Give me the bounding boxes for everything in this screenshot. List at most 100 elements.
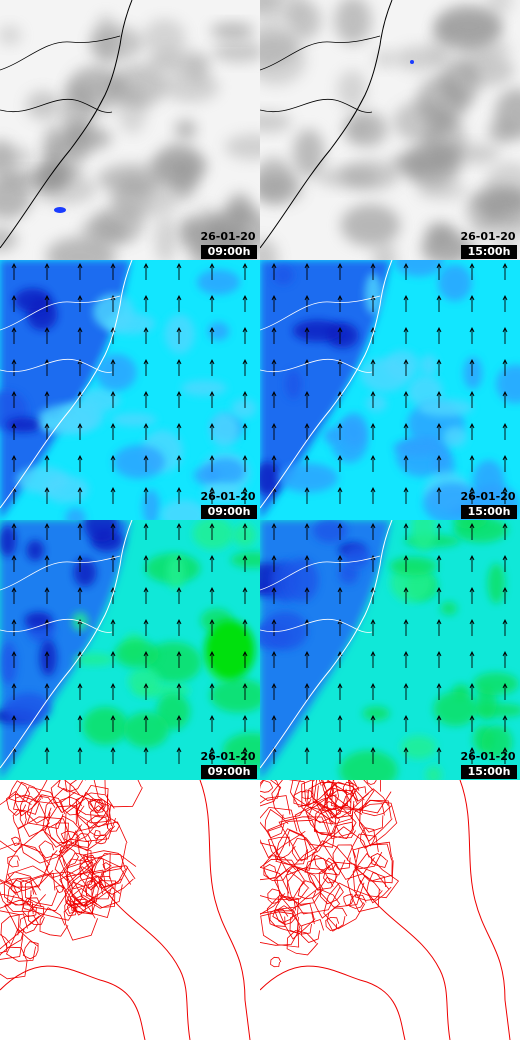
wind-arrow	[337, 358, 343, 376]
wind-arrow	[44, 326, 50, 344]
field-patch	[278, 463, 338, 493]
wind-arrow	[271, 358, 277, 376]
contour-line	[102, 862, 112, 871]
wind-arrow	[11, 294, 17, 312]
wind-arrow	[436, 454, 442, 472]
panel-background	[0, 780, 260, 1040]
wind-arrow	[77, 522, 83, 540]
field-patch	[323, 427, 340, 444]
wind-arrow	[11, 454, 17, 472]
wind-arrow	[469, 294, 475, 312]
contour-line	[352, 843, 394, 884]
wind-arrow	[370, 682, 376, 700]
wind-arrow	[436, 682, 442, 700]
field-patch	[417, 398, 474, 417]
contour-line	[325, 857, 338, 871]
wind-arrow	[403, 522, 409, 540]
wind-arrow	[304, 326, 310, 344]
contour-line	[91, 880, 116, 908]
contour-line	[260, 910, 301, 946]
wind-arrow	[304, 714, 310, 732]
wind-arrow	[110, 618, 116, 636]
wind-arrow	[436, 522, 442, 540]
wind-arrow	[209, 326, 215, 344]
wind-arrow	[110, 358, 116, 376]
contour-line	[86, 815, 112, 836]
wind-arrow	[143, 554, 149, 572]
border-line	[260, 295, 381, 373]
contour-line	[0, 877, 46, 912]
field-patch	[496, 364, 520, 404]
contour-line	[273, 869, 310, 902]
contour-line	[74, 833, 93, 848]
contour-line	[267, 836, 296, 861]
wind-arrow	[44, 486, 50, 504]
wind-arrow	[271, 422, 277, 440]
wind-arrow	[143, 358, 149, 376]
cloud	[260, 23, 298, 67]
wind-arrow	[304, 422, 310, 440]
wind-arrow	[337, 486, 343, 504]
field-patch	[14, 288, 52, 313]
wind-arrow	[370, 454, 376, 472]
time-label: 15:00h	[468, 765, 511, 778]
field-patch	[0, 642, 18, 685]
contour-line	[57, 780, 87, 793]
wind-arrow	[110, 262, 116, 280]
contour-line	[342, 781, 355, 796]
cloud	[155, 215, 177, 260]
cloud	[340, 204, 401, 247]
wind-arrow	[176, 390, 182, 408]
wind-arrow	[209, 294, 215, 312]
field-patch	[209, 411, 240, 448]
wind-arrow	[77, 326, 83, 344]
field-patch	[110, 412, 157, 427]
wind-arrow	[502, 390, 508, 408]
wind-arrow	[271, 390, 277, 408]
contour-line	[10, 836, 21, 847]
contour-line	[39, 907, 69, 937]
wind-arrow	[469, 422, 475, 440]
wind-arrow	[403, 586, 409, 604]
wind-arrow	[11, 650, 17, 668]
wind-arrow	[469, 554, 475, 572]
wind-arrow	[143, 586, 149, 604]
wind-arrow	[370, 262, 376, 280]
wind-arrow	[209, 262, 215, 280]
wind-arrow	[436, 554, 442, 572]
map-panel: 26-01-20 15:00h	[260, 0, 520, 260]
land-field	[260, 260, 390, 520]
wind-arrow	[502, 650, 508, 668]
wind-arrow	[143, 746, 149, 764]
contour-line	[349, 894, 367, 909]
cloud	[212, 41, 260, 63]
field-patch	[344, 544, 370, 569]
contour-line	[95, 834, 108, 845]
wind-arrow	[176, 358, 182, 376]
wind-arrow	[110, 294, 116, 312]
contour-line	[87, 798, 104, 812]
field-patch	[196, 269, 241, 295]
wind-arrow	[304, 682, 310, 700]
wind-arrow	[242, 262, 248, 280]
wind-arrow	[370, 746, 376, 764]
wind-arrow	[469, 586, 475, 604]
contour-line	[82, 850, 137, 889]
contour-line	[199, 780, 251, 1040]
contour-line	[0, 913, 28, 949]
field-patch	[39, 417, 75, 431]
wind-arrow	[143, 486, 149, 504]
wind-arrow	[502, 746, 508, 764]
field-patch	[73, 653, 115, 666]
wind-arrow	[502, 618, 508, 636]
contour-line	[329, 780, 360, 811]
wind-arrow	[370, 650, 376, 668]
field-patch	[393, 439, 449, 457]
cloud	[486, 0, 513, 16]
wind-arrow	[436, 586, 442, 604]
wind-arrow	[502, 326, 508, 344]
wind-arrow	[436, 294, 442, 312]
wind-arrow	[176, 586, 182, 604]
field-patch	[166, 555, 185, 590]
wind-arrow	[337, 422, 343, 440]
